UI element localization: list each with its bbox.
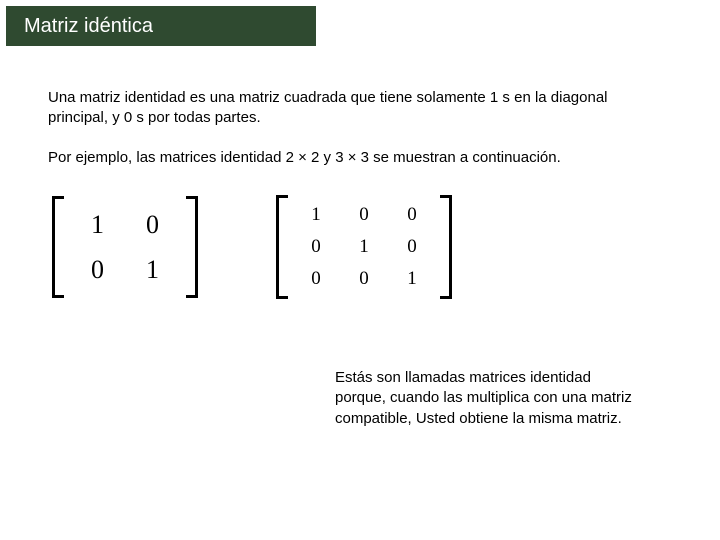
left-bracket-icon xyxy=(48,196,62,298)
identity-matrix-2x2: 1 0 0 1 xyxy=(48,196,202,298)
matrix-cell: 0 xyxy=(359,268,369,290)
matrix-cell: 0 xyxy=(407,236,417,258)
matrix-cell: 1 xyxy=(146,255,159,285)
example-intro-paragraph: Por ejemplo, las matrices identidad 2 × … xyxy=(48,148,668,168)
matrix-grid-2x2: 1 0 0 1 xyxy=(62,196,188,298)
left-bracket-icon xyxy=(272,195,286,299)
matrices-row: 1 0 0 1 1 0 0 0 1 0 0 0 1 xyxy=(48,195,608,299)
definition-paragraph: Una matriz identidad es una matriz cuadr… xyxy=(48,88,668,129)
right-bracket-icon xyxy=(188,196,202,298)
footer-explanation: Estás son llamadas matrices identidad po… xyxy=(335,368,645,429)
matrix-cell: 0 xyxy=(311,236,321,258)
matrix-cell: 0 xyxy=(407,204,417,226)
matrix-grid-3x3: 1 0 0 0 1 0 0 0 1 xyxy=(286,195,442,299)
matrix-cell: 1 xyxy=(359,236,369,258)
identity-matrix-3x3: 1 0 0 0 1 0 0 0 1 xyxy=(272,195,456,299)
slide-title-bar: Matriz idéntica xyxy=(6,6,316,46)
matrix-cell: 1 xyxy=(311,204,321,226)
matrix-cell: 0 xyxy=(311,268,321,290)
right-bracket-icon xyxy=(442,195,456,299)
matrix-cell: 0 xyxy=(91,255,104,285)
matrix-cell: 1 xyxy=(407,268,417,290)
matrix-cell: 1 xyxy=(91,210,104,240)
matrix-cell: 0 xyxy=(146,210,159,240)
slide-title: Matriz idéntica xyxy=(24,15,153,38)
matrix-cell: 0 xyxy=(359,204,369,226)
